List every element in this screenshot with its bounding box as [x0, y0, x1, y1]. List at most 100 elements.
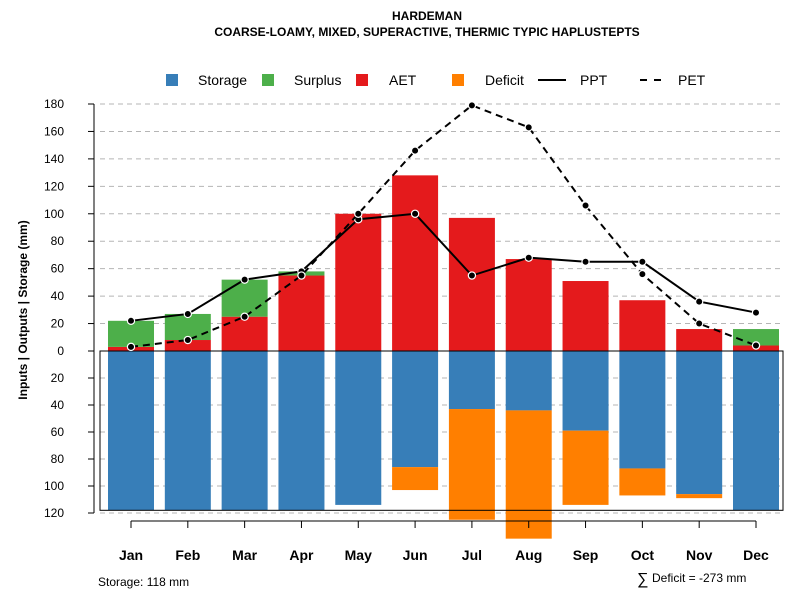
y-tick-label: 140: [44, 152, 64, 166]
point-pet: [467, 101, 477, 110]
y-tick-label: 120: [44, 179, 64, 193]
bar-storage: [676, 351, 723, 495]
x-tick-label: Sep: [573, 547, 599, 563]
bar-aet: [278, 275, 325, 351]
point-pet: [297, 271, 306, 280]
legend-swatch-deficit: [452, 74, 464, 86]
y-tick-label: 20: [51, 371, 65, 385]
line-pet: [130, 104, 757, 348]
x-tick-label: Nov: [686, 547, 713, 563]
bar-deficit: [619, 468, 666, 496]
bar-aet: [505, 259, 552, 351]
bar-aet: [392, 175, 439, 351]
deficit-sum-icon: ∑: [637, 571, 648, 588]
legend: Storage Surplus AET Deficit PPT PET: [166, 72, 706, 88]
gridlines: [100, 103, 783, 514]
x-tick-label: May: [345, 547, 372, 563]
bar-aet: [448, 217, 495, 351]
y-tick-label: 60: [51, 262, 65, 276]
point-pet: [240, 312, 249, 321]
y-tick-label: 20: [51, 317, 65, 331]
point-pet: [694, 319, 704, 328]
x-tick-label: Jan: [119, 547, 143, 563]
storage-annotation: Storage: 118 mm: [98, 575, 189, 589]
legend-swatch-storage: [166, 74, 178, 86]
point-pet: [410, 146, 420, 155]
legend-label-pet: PET: [678, 72, 706, 88]
axes: 180 160 140 120 100 80 60 40 20 0 20 40 60 80 100 120 Ja…: [44, 97, 769, 563]
bar-storage: [619, 351, 666, 469]
x-tick-label: Apr: [289, 547, 314, 563]
bar-aet: [335, 213, 382, 351]
bar-storage: [278, 351, 325, 511]
y-tick-label: 100: [44, 207, 64, 221]
bar-surplus: [221, 279, 268, 317]
y-tick-label: 80: [51, 452, 65, 466]
point-pet: [524, 123, 533, 132]
bar-deficit: [448, 409, 495, 520]
bar-aet: [676, 329, 723, 351]
bar-storage: [221, 351, 268, 511]
y-tick-label: 40: [51, 398, 65, 412]
point-pet: [183, 335, 193, 345]
legend-label-aet: AET: [389, 72, 417, 88]
x-tick-label: Oct: [631, 547, 655, 563]
y-tick-label: 160: [44, 124, 64, 138]
point-ppt: [467, 271, 477, 280]
bar-storage: [335, 351, 382, 505]
chart-title: HARDEMAN: [392, 9, 462, 23]
point-pet: [751, 341, 761, 350]
bar-surplus: [733, 329, 779, 346]
legend-label-ppt: PPT: [580, 72, 608, 88]
point-ppt: [240, 275, 249, 284]
point-ppt: [694, 297, 704, 306]
point-pet: [638, 269, 647, 279]
bar-storage: [448, 351, 495, 410]
y-tick-label: 0: [57, 344, 64, 358]
bar-aet: [221, 316, 268, 351]
legend-label-surplus: Surplus: [294, 72, 341, 88]
bars: [99, 175, 784, 539]
y-tick-label: 60: [51, 425, 65, 439]
point-pet: [354, 209, 363, 218]
line-ppt: [130, 212, 757, 322]
point-ppt: [524, 253, 533, 262]
bar-deficit: [676, 494, 723, 499]
point-ppt: [126, 316, 136, 326]
x-tick-label: Jun: [403, 547, 428, 563]
y-tick-label: 100: [44, 479, 64, 493]
bar-storage: [562, 351, 609, 431]
y-tick-label: 180: [44, 97, 64, 111]
x-tick-label: Jul: [462, 547, 482, 563]
chart-subtitle: COARSE-LOAMY, MIXED, SUPERACTIVE, THERMI…: [214, 25, 639, 39]
bar-surplus: [108, 320, 154, 347]
x-tick-label: Mar: [232, 547, 257, 563]
legend-label-deficit: Deficit: [485, 72, 524, 88]
bar-aet: [164, 340, 211, 351]
point-pet: [126, 342, 136, 352]
legend-swatch-surplus: [262, 74, 274, 86]
x-tick-label: Dec: [743, 547, 769, 563]
bar-storage: [164, 351, 211, 511]
bar-aet: [562, 281, 609, 351]
x-tick-label: Aug: [515, 547, 542, 563]
bar-storage: [392, 351, 439, 468]
point-ppt: [183, 309, 193, 319]
point-ppt: [638, 257, 647, 267]
y-tick-label: 80: [51, 234, 65, 248]
point-ppt: [410, 209, 420, 218]
bar-deficit: [392, 467, 439, 491]
bar-storage: [505, 351, 552, 411]
bar-deficit: [505, 410, 552, 539]
y-axis-label: Inputs | Outputs | Storage (mm): [16, 220, 30, 399]
point-pet: [581, 201, 590, 210]
bar-aet: [619, 300, 666, 351]
point-ppt: [751, 308, 761, 317]
legend-swatch-aet: [356, 74, 368, 86]
legend-label-storage: Storage: [198, 72, 247, 88]
y-tick-label: 120: [44, 506, 64, 520]
deficit-annotation: Deficit = -273 mm: [652, 571, 746, 585]
y-tick-label: 40: [51, 289, 65, 303]
x-tick-label: Feb: [175, 547, 200, 563]
